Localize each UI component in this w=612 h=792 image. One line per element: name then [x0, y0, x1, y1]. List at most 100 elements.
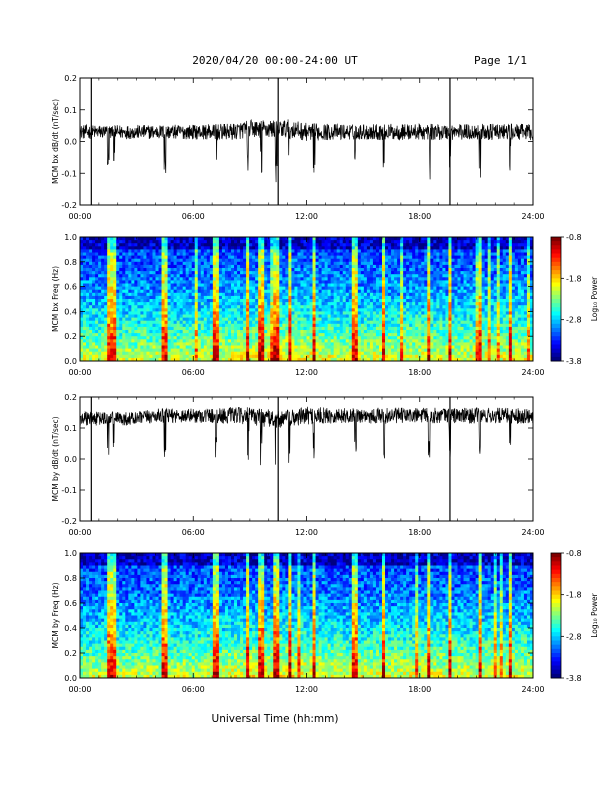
spectrogram-cell [158, 249, 162, 253]
spectrogram-cell [415, 258, 419, 263]
spectrogram-cell [348, 261, 353, 266]
spectrogram-cell [191, 342, 196, 346]
spectrogram-cell [237, 342, 241, 346]
spectrogram-cell [89, 249, 93, 253]
spectrogram-cell [418, 258, 422, 263]
spectrogram-cell [173, 314, 178, 318]
spectrogram-cell [234, 264, 238, 269]
spectrogram-cell [179, 240, 184, 244]
spectrogram-cell [375, 240, 380, 244]
spectrogram-cell [255, 320, 259, 325]
spectrogram-cell [303, 240, 307, 244]
spectrogram-cell [258, 246, 262, 250]
spectrogram-cell [179, 345, 184, 349]
spectrogram-cell [306, 345, 310, 349]
spectrogram-cell [152, 261, 156, 266]
spectrogram-cell [200, 255, 205, 260]
spectrogram-cell [327, 311, 332, 315]
spectrogram-cell [227, 299, 232, 303]
spectrogram-cell [80, 311, 84, 315]
spectrogram-cell [285, 299, 289, 303]
spectrogram-cell [448, 283, 452, 287]
spectrogram-cell [267, 320, 271, 325]
spectrogram-cell [212, 311, 217, 315]
spectrogram-cell [128, 268, 132, 272]
spectrogram-cell [98, 326, 102, 331]
spectrogram-cell [378, 292, 383, 297]
spectrogram-cell [89, 268, 93, 272]
spectrogram-cell [439, 308, 443, 312]
spectrogram-cell [212, 252, 217, 256]
spectrogram-cell [203, 348, 208, 353]
spectrogram-cell [385, 280, 389, 284]
spectrogram-cell [261, 237, 265, 241]
spectrogram-cell [415, 283, 419, 287]
spectrogram-cell [164, 302, 168, 306]
spectrogram-cell [412, 261, 416, 266]
spectrogram-cell [122, 330, 126, 334]
spectrogram-cell [264, 326, 268, 331]
spectrogram-cell [279, 357, 283, 362]
spectrogram-cell [161, 326, 165, 331]
spectrogram-cell [173, 277, 178, 281]
spectrogram-cell [261, 320, 265, 325]
spectrogram-cell [237, 258, 241, 263]
spectrogram-cell [194, 237, 199, 241]
spectrogram-cell [294, 308, 298, 312]
spectrogram-cell [297, 271, 301, 275]
spectrogram-cell [442, 261, 446, 266]
spectrogram-cell [240, 240, 244, 244]
spectrogram-cell [273, 286, 277, 291]
spectrogram-cell [279, 330, 283, 334]
spectrogram-cell [369, 252, 374, 256]
spectrogram-cell [339, 243, 344, 247]
spectrogram-cell [252, 345, 256, 349]
spectrogram-cell [258, 295, 262, 300]
spectrogram-cell [231, 345, 235, 349]
spectrogram-cell [363, 299, 368, 303]
spectrogram-cell [433, 336, 437, 340]
spectrogram-cell [339, 292, 344, 297]
spectrogram-cell [234, 258, 238, 263]
spectrogram-cell [101, 271, 105, 275]
spectrogram-cell [297, 299, 301, 303]
spectrogram-cell [285, 271, 289, 275]
spectrogram-cell [221, 323, 226, 328]
spectrogram-cell [164, 305, 168, 309]
spectrogram-cell [406, 357, 410, 362]
spectrogram-cell [125, 258, 129, 263]
spectrogram-cell [173, 330, 178, 334]
spectrogram-cell [369, 333, 374, 337]
spectrogram-cell [131, 320, 135, 325]
spectrogram-cell [439, 243, 443, 247]
spectrogram-cell [397, 348, 401, 353]
spectrogram-cell [282, 302, 286, 306]
spectrogram-cell [430, 243, 434, 247]
spectrogram-cell [188, 246, 193, 250]
spectrogram-cell [83, 292, 87, 297]
spectrogram-cell [110, 342, 114, 346]
spectrogram-cell [394, 317, 398, 322]
spectrogram-cell [412, 305, 416, 309]
spectrogram-cell [357, 311, 362, 315]
spectrogram-cell [309, 323, 313, 328]
spectrogram-cell [324, 311, 329, 315]
spectrogram-cell [418, 289, 422, 294]
spectrogram-cell [369, 330, 374, 334]
spectrogram-cell [119, 237, 123, 241]
spectrogram-cell [182, 320, 187, 325]
spectrogram-cell [357, 299, 362, 303]
spectrogram-cell [170, 326, 175, 331]
spectrogram-cell [297, 246, 301, 250]
spectrogram-cell [113, 326, 117, 331]
spectrogram-cell [252, 299, 256, 303]
spectrogram-cell [336, 274, 341, 278]
spectrogram-cell [348, 252, 353, 256]
spectrogram-cell [397, 283, 401, 287]
spectrogram-cell [182, 348, 187, 353]
spectrogram-cell [131, 326, 135, 331]
spectrogram-cell [113, 237, 117, 241]
spectrogram-cell [315, 274, 319, 278]
spectrogram-cell [176, 280, 181, 284]
spectrogram-cell [348, 357, 353, 362]
